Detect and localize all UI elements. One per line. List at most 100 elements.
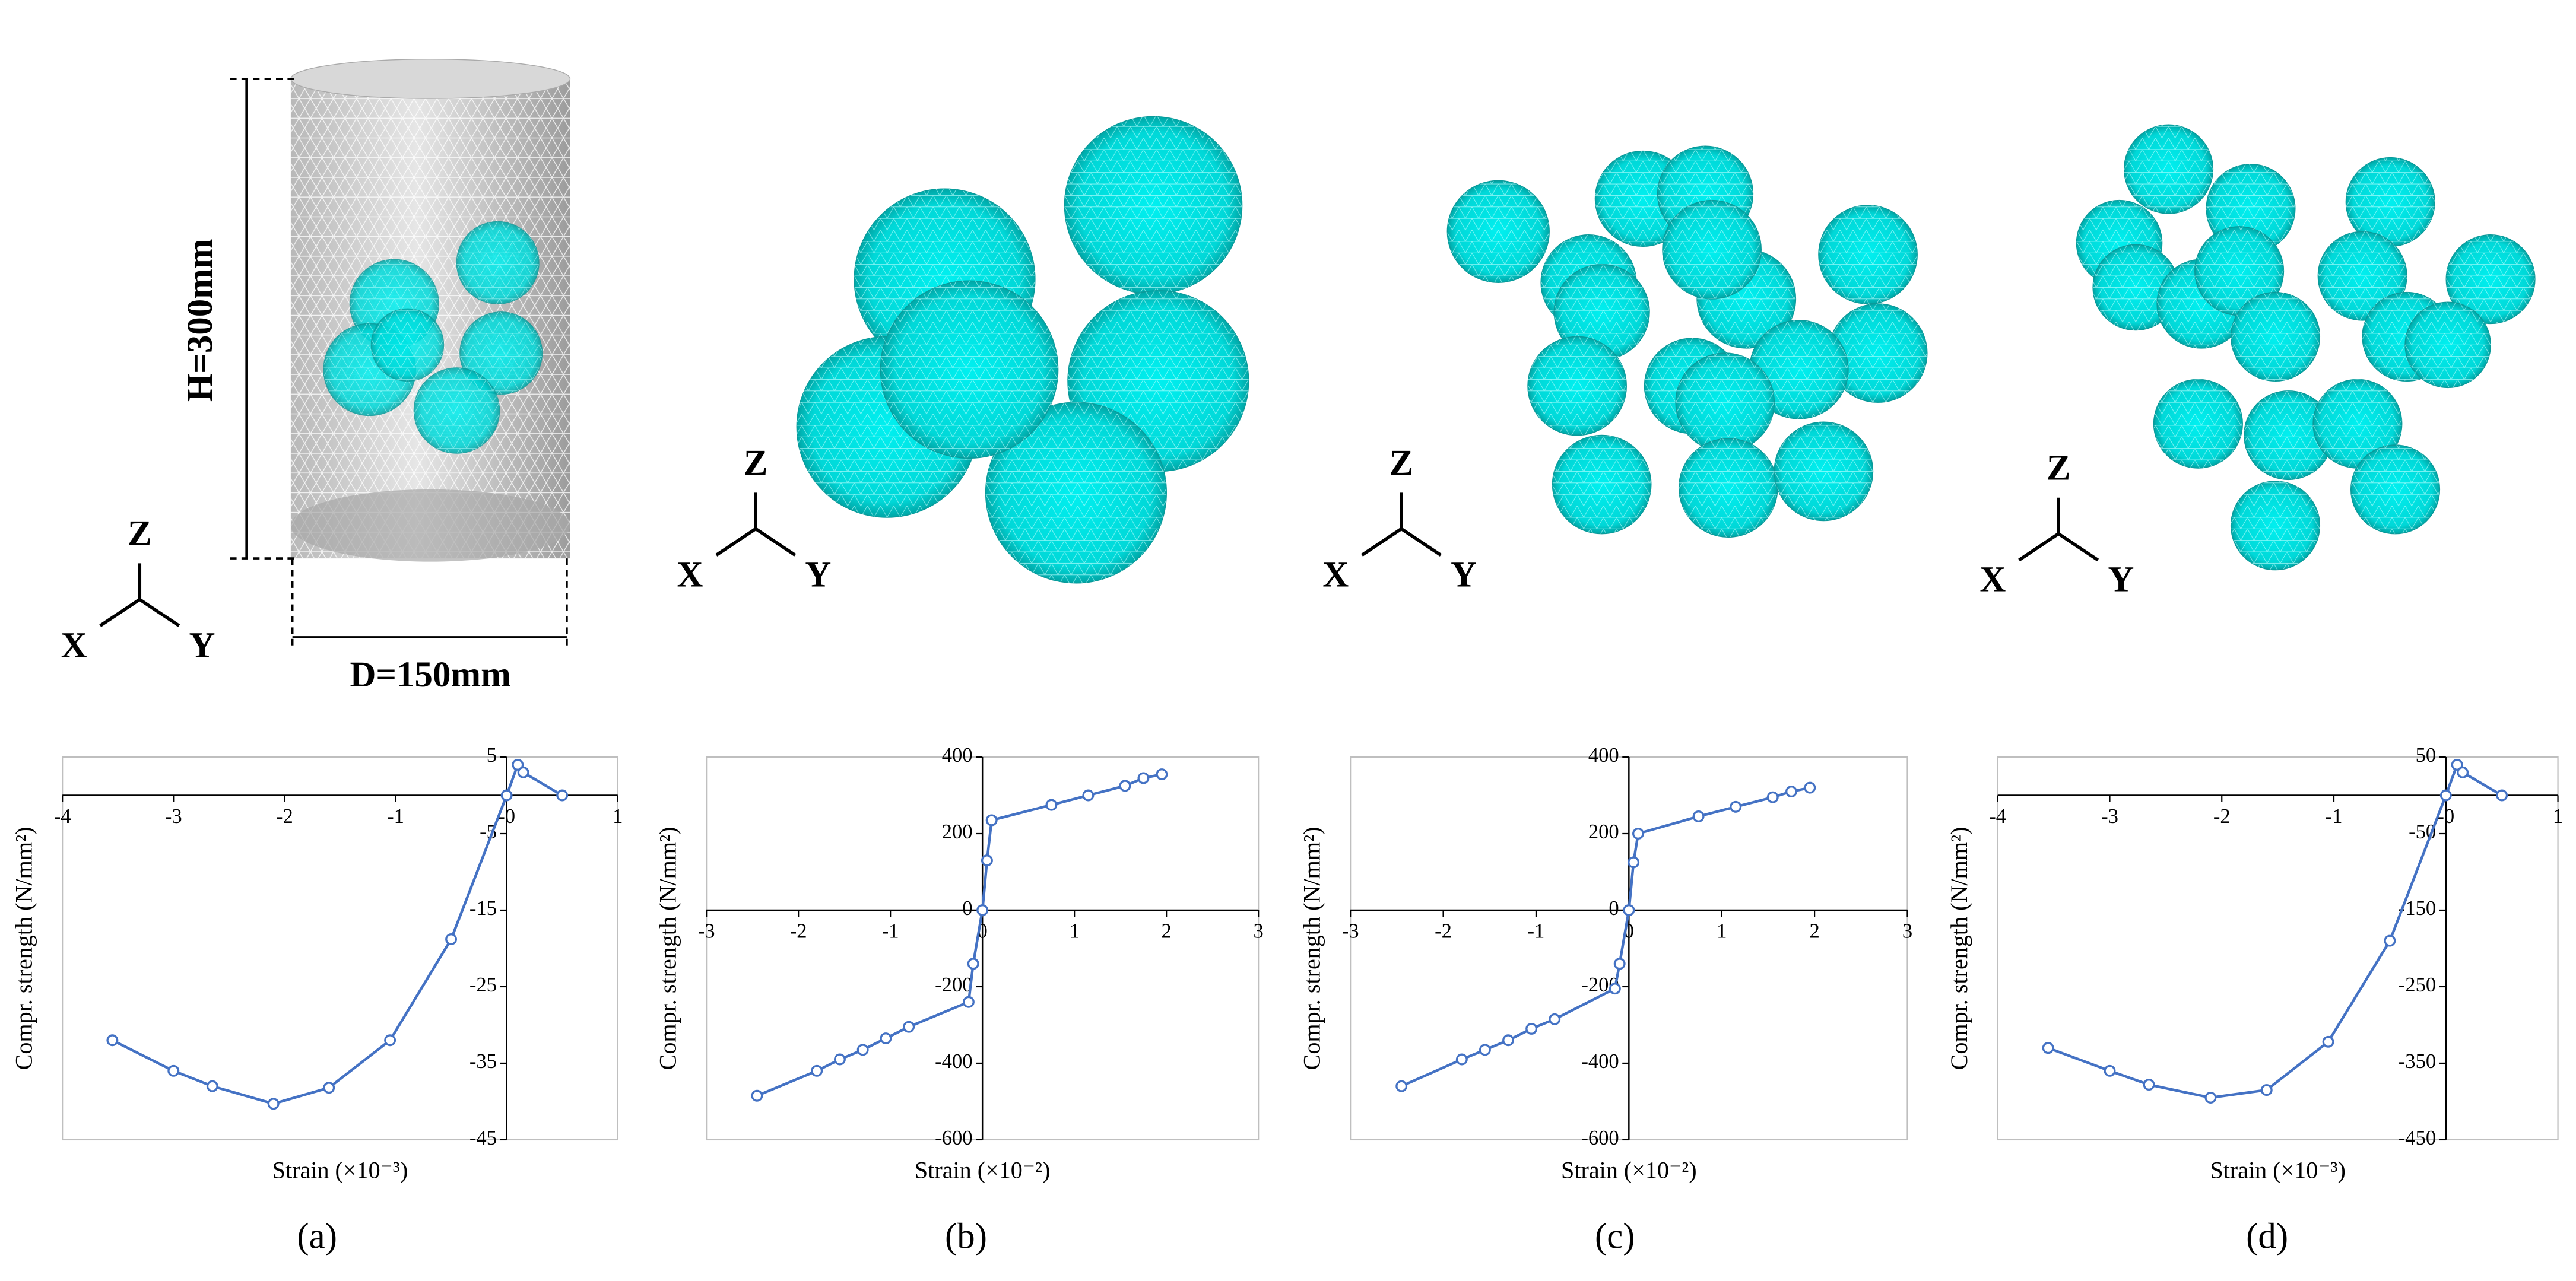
y-tick-label: -350 [2399, 1050, 2436, 1073]
triad-label: Z [128, 514, 152, 554]
x-tick-label: -1 [1528, 920, 1545, 943]
x-axis-label: Strain (×10⁻²) [1561, 1156, 1697, 1183]
x-tick-label: 1 [613, 805, 623, 828]
data-point [985, 814, 998, 827]
sphere-mesh [880, 281, 1058, 459]
triad-label: Y [805, 555, 831, 595]
y-tick-label: -35 [469, 1050, 497, 1073]
data-point [962, 996, 975, 1008]
data-point [833, 1053, 846, 1066]
triad-label: X [1979, 560, 2006, 600]
sphere-mesh [2346, 157, 2435, 247]
x-tick-label: -3 [1342, 920, 1359, 943]
data-point [1395, 1080, 1408, 1092]
sphere-mesh [1552, 435, 1651, 534]
panel-label: (c) [1595, 1217, 1635, 1257]
data-point [2104, 1064, 2116, 1077]
cylinder-bottom [290, 489, 570, 562]
x-tick-label: -3 [165, 805, 182, 828]
y-tick-label: 0 [962, 897, 972, 920]
sphere-mesh [460, 311, 543, 395]
y-tick-label: 200 [942, 821, 973, 843]
sphere-mesh [2350, 445, 2440, 534]
triad-axis [138, 598, 180, 627]
triad-label: Z [1389, 443, 1414, 483]
data-point [1692, 810, 1705, 822]
data-point [1525, 1022, 1538, 1035]
sphere-mesh [1447, 180, 1550, 283]
data-point [976, 904, 989, 916]
y-tick-label: -200 [935, 974, 972, 996]
data-point [903, 1021, 915, 1033]
triad-label: X [61, 625, 87, 665]
y-tick-label: -45 [469, 1127, 497, 1149]
x-axis-label: Strain (×10⁻³) [272, 1156, 408, 1183]
sphere-mesh [1749, 320, 1848, 419]
dimension-lines [230, 78, 568, 651]
sphere-mesh [1774, 422, 1873, 521]
triad-axis [754, 527, 797, 557]
data-point [206, 1080, 218, 1092]
x-tick-label: -1 [882, 920, 899, 943]
y-axis-label: Compr. strength (N/mm²) [10, 827, 37, 1070]
data-point [967, 958, 979, 970]
x-tick-label: 1 [1717, 920, 1727, 943]
data-point [1156, 768, 1168, 781]
x-tick-label: -2 [790, 920, 807, 943]
panel-label: (d) [2246, 1217, 2288, 1257]
data-point [1609, 983, 1621, 995]
sphere-mesh [2231, 292, 2320, 382]
triad-axis [715, 527, 757, 557]
x-tick-label: 3 [1902, 920, 1912, 943]
data-point [2384, 934, 2396, 947]
data-point [1455, 1053, 1468, 1066]
y-axis-label: Compr. strength (N/mm²) [1946, 827, 1972, 1070]
plot-frame [62, 756, 618, 1141]
data-point [1730, 800, 1742, 813]
data-point [512, 758, 524, 771]
x-tick-label: -1 [2326, 805, 2343, 828]
x-axis-label: Strain (×10⁻³) [2210, 1156, 2346, 1183]
x-tick-label: -2 [2213, 805, 2231, 828]
sphere-mesh [1828, 304, 1927, 403]
data-point [267, 1098, 280, 1110]
data-point [2260, 1084, 2273, 1096]
data-point [1502, 1034, 1514, 1047]
data-point [517, 766, 529, 778]
y-tick-label: 0 [1609, 897, 1619, 920]
triad-label: Y [189, 625, 215, 665]
data-point [1479, 1044, 1491, 1056]
sphere-mesh [2124, 125, 2213, 214]
triad-axis [99, 598, 141, 627]
x-tick-label: -2 [276, 805, 293, 828]
panel-label: (b) [945, 1217, 987, 1257]
triad-label: Z [744, 443, 768, 483]
data-point [811, 1064, 823, 1077]
data-point [1119, 780, 1131, 792]
data-point [2439, 789, 2452, 802]
sphere-mesh [414, 368, 500, 453]
height-label: H=300mm [180, 239, 220, 402]
data-point [2457, 766, 2469, 778]
sphere-mesh [1679, 438, 1778, 538]
x-tick-label: -3 [698, 920, 715, 943]
diameter-label: D=150mm [350, 655, 510, 695]
data-point [556, 789, 569, 802]
sphere-mesh [2194, 227, 2284, 316]
triad-label: X [677, 555, 703, 595]
y-axis-label: Compr. strength (N/mm²) [1298, 827, 1325, 1070]
data-point [500, 789, 513, 802]
data-point [856, 1044, 869, 1056]
sphere-mesh [1554, 264, 1649, 360]
x-tick-label: -3 [2101, 805, 2118, 828]
data-point [1804, 781, 1816, 794]
data-point [1628, 856, 1640, 869]
y-tick-label: -400 [935, 1050, 972, 1073]
data-point [880, 1032, 892, 1044]
sphere-mesh [371, 309, 444, 382]
data-point [2143, 1079, 2155, 1091]
sphere-mesh [2153, 379, 2243, 468]
x-tick-label: -4 [1989, 805, 2006, 828]
y-axis-label: Compr. strength (N/mm²) [654, 827, 681, 1070]
